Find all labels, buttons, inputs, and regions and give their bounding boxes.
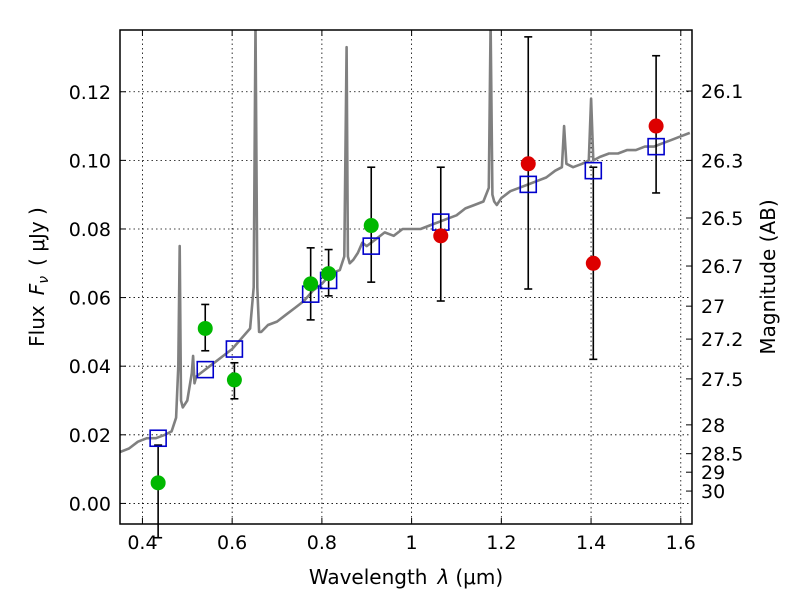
magnitude-tick-label: 30 (701, 481, 725, 503)
observed-point (197, 320, 213, 336)
model-photometry-square (196, 360, 215, 379)
y-tick-label: 0.12 (69, 82, 111, 104)
y-tick-label: 0.08 (69, 219, 111, 241)
magnitude-tick-label: 27.5 (701, 369, 743, 391)
y-axis-label: FluxFν( μJy ) (25, 207, 52, 347)
x-tick-label: 0.8 (307, 532, 337, 554)
y-tick-label: 0.10 (69, 150, 111, 172)
x-tick-label: 1.6 (666, 532, 696, 554)
observed-point (648, 118, 664, 134)
magnitude-tick-label: 26.5 (701, 208, 743, 230)
y-tick-label: 0.06 (69, 288, 111, 310)
y-tick-label: 0.04 (69, 356, 111, 378)
y-tick-label: 0.00 (69, 493, 111, 515)
magnitude-tick-label: 29 (701, 462, 725, 484)
magnitude-tick-label: 26.7 (701, 256, 743, 278)
error-bars (154, 36, 661, 539)
model-photometry-square (584, 161, 603, 180)
magnitude-tick-label: 28.5 (701, 444, 743, 466)
model-photometry-square (647, 137, 665, 156)
grid-lines (120, 30, 692, 524)
x-tick-label: 0.4 (127, 532, 157, 554)
axis-ticks: 0.4 0.6 0.8 1 1.2 1.4 1.6 0.00 0.02 0.04 0.06 0.08 0… (69, 30, 743, 554)
x-tick-label: 1 (406, 532, 418, 554)
data-layer (120, 30, 691, 454)
model-photometry-square (362, 237, 381, 255)
observed-point (303, 276, 319, 292)
model-photometry-square (225, 340, 244, 358)
observed-point (363, 218, 379, 234)
magnitude-tick-label: 26.3 (701, 150, 743, 172)
magnitude-tick-label: 26.1 (701, 81, 743, 103)
observed-point (585, 255, 601, 271)
y-tick-label: 0.02 (69, 425, 111, 447)
model-photometry-square (519, 175, 538, 194)
magnitude-tick-label: 28 (701, 415, 725, 437)
x-tick-label: 1.2 (486, 532, 516, 554)
sed-model-line (120, 30, 691, 454)
observed-point (150, 475, 166, 491)
observed-point (321, 266, 337, 282)
plot-frame (119, 29, 693, 525)
model-photometry-square (149, 429, 167, 448)
x-axis-label: Wavelength λ (μm) (309, 565, 503, 589)
x-tick-label: 1.4 (576, 532, 606, 554)
observed-point (520, 156, 536, 172)
x-tick-label: 0.6 (217, 532, 247, 554)
markers (149, 118, 665, 491)
observed-point (433, 228, 449, 244)
magnitude-tick-label: 27 (701, 296, 725, 318)
right-axis-label: Magnitude (AB) (756, 199, 780, 354)
observed-point (226, 372, 242, 388)
magnitude-tick-label: 27.2 (701, 329, 743, 351)
